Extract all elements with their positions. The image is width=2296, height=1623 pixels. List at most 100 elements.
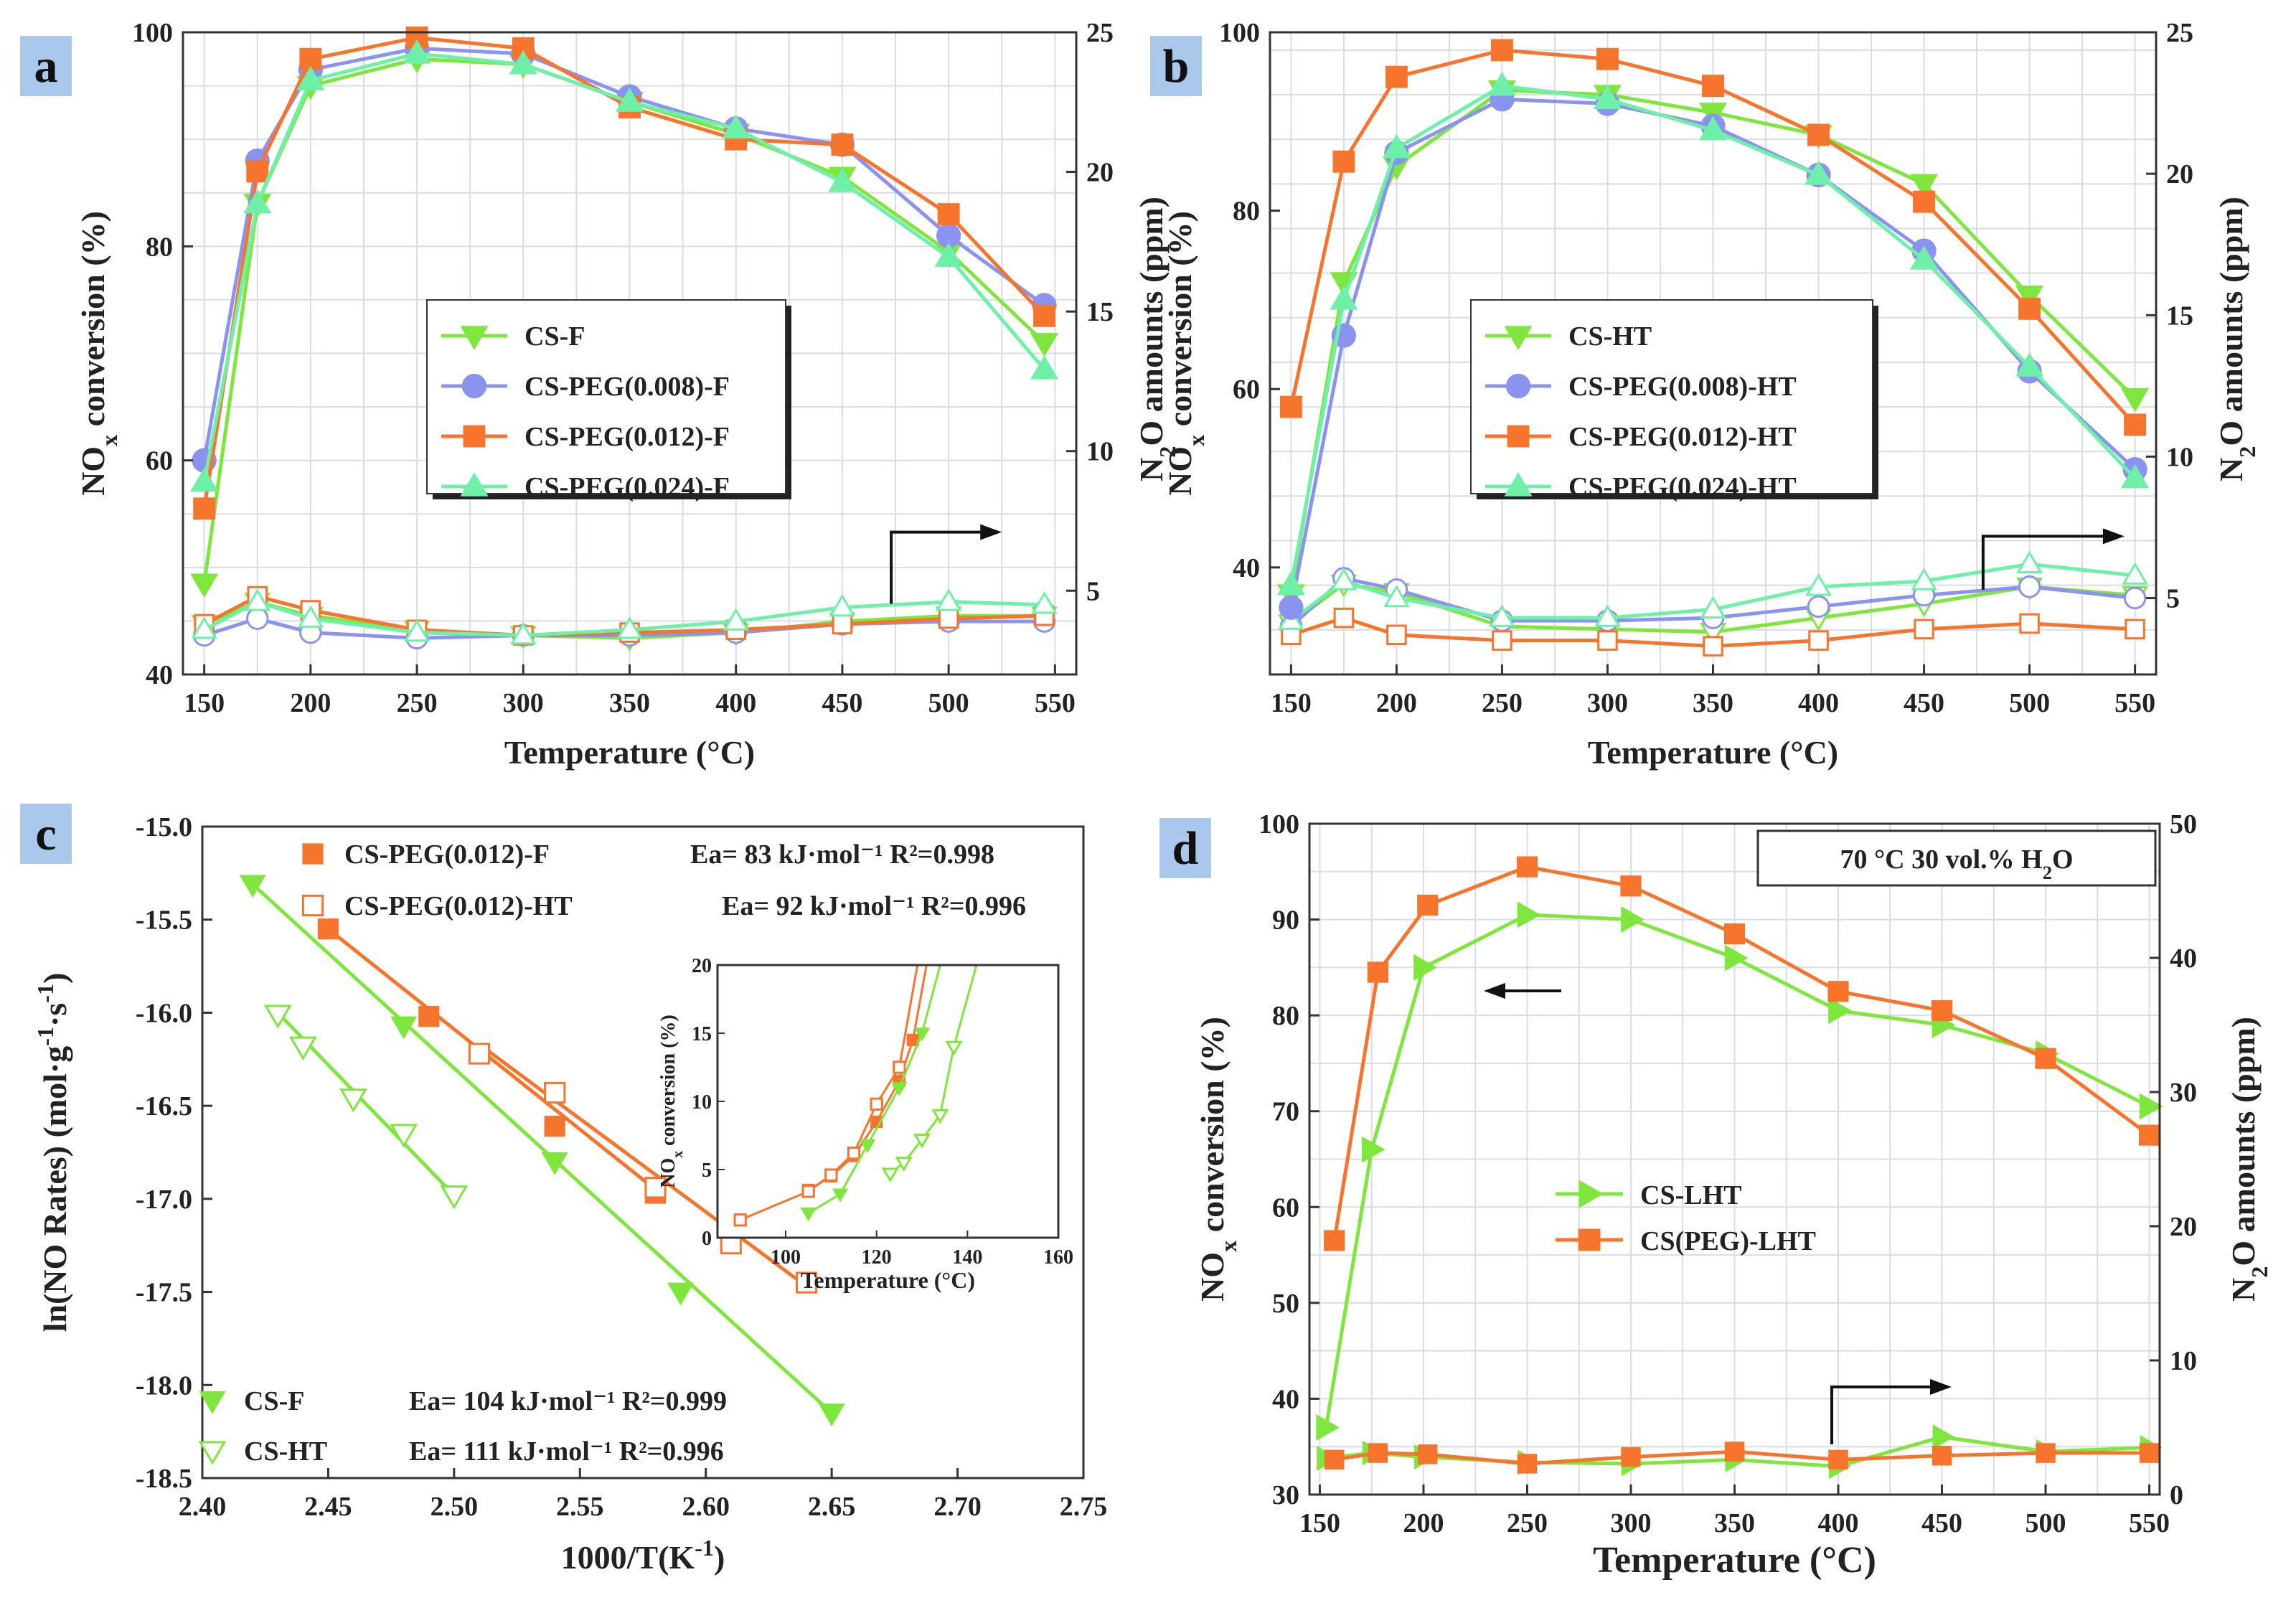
b-nox-point-2-6	[1807, 123, 1830, 146]
panel-d: 150 200 250 300 350 400 450 500 5503040506070809…	[1159, 809, 2272, 1581]
c-ea-label-0: Ea= 83 kJ·mol⁻¹ R²=0.998	[690, 839, 994, 870]
b-ytick-label-1: 60	[1233, 375, 1260, 405]
a-ytick-label-3: 100	[132, 18, 173, 48]
b-ytick-label-2: 80	[1233, 197, 1260, 227]
b-ylabel-part-1: x	[1183, 435, 1209, 446]
a-nox-point-0-0	[190, 573, 219, 598]
b-xtick-label-0: 150	[1271, 688, 1312, 718]
b-legend-label-0: CS-HT	[1568, 321, 1652, 352]
a-xtick-label-3: 300	[503, 688, 544, 718]
d-nox-point-0-5	[1724, 944, 1749, 972]
d-nox-line-0	[1324, 913, 2150, 1428]
c-point-1-4	[795, 1271, 818, 1294]
c-inset-point-2-1	[832, 1188, 849, 1203]
c-ytick-label-3: -16.5	[136, 1091, 192, 1121]
c-ylabel-part-0: ln(NO Rates) (mol·g	[37, 1046, 73, 1332]
c-inset-ytick-label-3: 15	[692, 1023, 712, 1045]
a-legend-marker-0	[460, 326, 489, 350]
a-label-text: a	[34, 40, 58, 93]
panel-a: 150 200 250 300 350 400 450 500 550 40 60 80 100 5 10 1…	[20, 18, 1180, 771]
a-nox-point-3-7	[828, 167, 857, 192]
c-inset-point-3-2	[913, 1133, 931, 1149]
b-n2o-point-1-8	[2018, 575, 2041, 598]
d-annotation-box	[1756, 829, 2157, 887]
d-left-arrow-head	[1484, 983, 1505, 999]
c-inset-ytick-label-1: 5	[702, 1159, 712, 1182]
b-y2tick-label-4: 25	[2166, 18, 2193, 48]
c-ytick-label-5: -17.5	[136, 1278, 192, 1308]
b-nox-point-0-9	[2121, 387, 2150, 413]
d-xtick-label-7: 500	[2026, 1508, 2066, 1538]
c-point-2-4	[818, 1403, 845, 1426]
d-xlabel: Temperature (°C)	[1593, 1540, 1876, 1581]
b-ytick-label-3: 100	[1219, 18, 1260, 48]
c-inset-ylabel-part-2: conversion (%)	[657, 1015, 679, 1151]
d-nox-point-1-0	[1324, 1230, 1345, 1251]
c-xlabel-part-1: -1	[695, 1535, 714, 1561]
c-label-text: c	[35, 808, 56, 860]
b-y2tick-label-3: 20	[2166, 159, 2193, 189]
a-n2o-point-3-5	[616, 616, 643, 639]
b-legend-marker-2	[1507, 425, 1530, 448]
c-point-3-1	[288, 1036, 317, 1060]
b-xtick-label-8: 550	[2114, 688, 2155, 718]
d-ylabel: NOx conversion (%)	[1194, 1017, 1241, 1302]
b-ylabel-part-0: NO	[1162, 446, 1198, 496]
d-nox-point-0-2	[1413, 954, 1437, 981]
b-nox-point-2-8	[2018, 297, 2041, 320]
b-nox-point-0-8	[2015, 285, 2044, 310]
d-xtick-label-0: 150	[1299, 1508, 1340, 1538]
d-ytick-label-1: 40	[1272, 1384, 1299, 1414]
c-point-2-0	[239, 875, 266, 898]
c-ytick-label-0: -15.0	[136, 812, 192, 842]
c-point-0-2	[544, 1116, 565, 1137]
c-point-3-3	[390, 1124, 418, 1148]
b-n2o-point-2-9	[2125, 618, 2145, 640]
b-nox-point-3-2	[1382, 133, 1411, 159]
a-legend-box	[426, 299, 786, 494]
c-point-1-1	[544, 1081, 566, 1104]
d-y2label-part-2: O amounts (ppm)	[2225, 1017, 2262, 1266]
d-xtick-label-6: 450	[1921, 1508, 1962, 1538]
b-nox-point-3-6	[1804, 161, 1833, 185]
b-legend-label-2: CS-PEG(0.012)-HT	[1568, 422, 1797, 452]
c-legend-marker-3	[198, 1441, 227, 1465]
b-n2o-point-2-6	[1808, 630, 1829, 651]
a-n2o-point-3-9	[1031, 591, 1058, 614]
c-inset-point-3-3	[931, 1109, 949, 1124]
panel-b: 150 200 250 300 350 400 450 500 550 40 60 80 100 5 10 1…	[1150, 18, 2260, 771]
c-inset-point-1-3	[847, 1147, 861, 1160]
d-n2o-point-1-0	[1324, 1449, 1345, 1470]
a-y2label-part-2: O amounts (ppm)	[1133, 197, 1170, 446]
a-xtick-label-7: 500	[928, 688, 969, 718]
c-ytick-label-7: -18.5	[136, 1464, 192, 1494]
d-y2tick-label-0: 0	[2170, 1480, 2183, 1510]
b-xtick-label-3: 300	[1587, 688, 1628, 718]
b-n2o-point-2-4	[1597, 630, 1618, 651]
b-nox-point-1-0	[1279, 595, 1304, 620]
d-nox-point-0-0	[1316, 1413, 1340, 1441]
d-nox-point-0-9	[2139, 1093, 2163, 1120]
c-inset-point-2-3	[891, 1082, 908, 1096]
c-legend-label-1: CS-PEG(0.012)-HT	[344, 891, 573, 921]
d-n2o-point-1-2	[1417, 1444, 1438, 1464]
a-ylabel-part-1: x	[96, 435, 122, 446]
d-n2o-line-1	[1334, 1449, 2150, 1466]
b-nox-line-3	[1289, 84, 2137, 586]
c-inset-point-3-4	[945, 1040, 963, 1056]
b-n2o-point-3-5	[1700, 596, 1726, 619]
b-n2o-point-3-9	[2122, 562, 2148, 585]
b-legend-box	[1470, 299, 1873, 494]
b-n2o-line-3	[1289, 562, 2135, 623]
a-y2tick-label-2: 15	[1086, 297, 1114, 327]
a-n2o-point-3-8	[935, 588, 962, 611]
d-arrow-head	[1930, 1379, 1952, 1395]
a-y2tick-label-0: 5	[1086, 576, 1100, 606]
a-arrow-head	[980, 524, 1002, 540]
a-n2o-point-2-7	[832, 613, 853, 635]
a-xtick-label-4: 350	[609, 688, 650, 718]
c-point-2-2	[541, 1152, 568, 1175]
c-ylabel-part-4: )	[37, 973, 73, 984]
c-legend-label-0: CS-PEG(0.012)-F	[344, 839, 550, 870]
c-inset-ytick-label-2: 10	[692, 1091, 712, 1114]
